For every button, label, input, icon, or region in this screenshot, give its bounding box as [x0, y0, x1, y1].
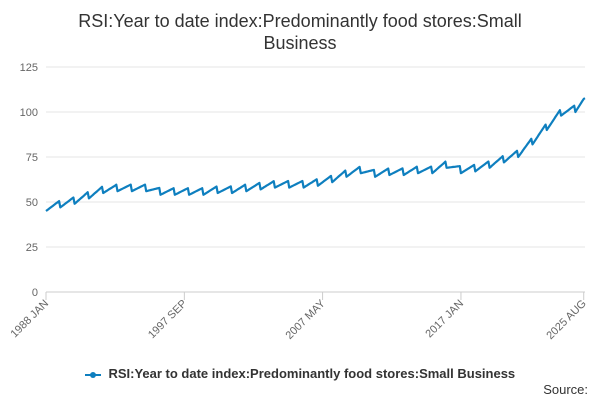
x-tick-label: 2017 JAN: [423, 298, 466, 341]
y-tick-label: 25: [26, 242, 38, 254]
series-group: [45, 97, 586, 212]
y-tick-label: 125: [20, 62, 38, 74]
legend-label: RSI:Year to date index:Predominantly foo…: [108, 366, 516, 381]
chart-title-line-2: Business: [263, 33, 337, 53]
x-tick-label: 1988 JAN: [8, 298, 51, 341]
y-tick-label: 100: [20, 107, 38, 119]
series-line[interactable]: [45, 97, 586, 212]
y-tick-label: 75: [26, 152, 38, 164]
x-axis: 1988 JAN 1997 SEP 2007 MAY 2017 JAN 2025 AUG: [8, 292, 589, 342]
source-label: Source:: [543, 382, 588, 397]
legend-swatch-icon: [84, 371, 101, 378]
gridlines: [46, 66, 585, 293]
legend[interactable]: RSI:Year to date index:Predominantly foo…: [0, 366, 600, 381]
y-tick-label: 50: [26, 197, 38, 209]
y-axis-ticks: 0 25 50 75 100 125: [20, 62, 38, 299]
x-tick-label: 1997 SEP: [146, 298, 190, 342]
chart-title: RSI:Year to date index:Predominantly foo…: [0, 10, 600, 54]
x-tick-label: 2025 AUG: [544, 298, 588, 342]
y-tick-label: 0: [32, 287, 38, 299]
x-tick-label: 2007 MAY: [283, 297, 328, 342]
chart-title-line-1: RSI:Year to date index:Predominantly foo…: [78, 11, 522, 31]
